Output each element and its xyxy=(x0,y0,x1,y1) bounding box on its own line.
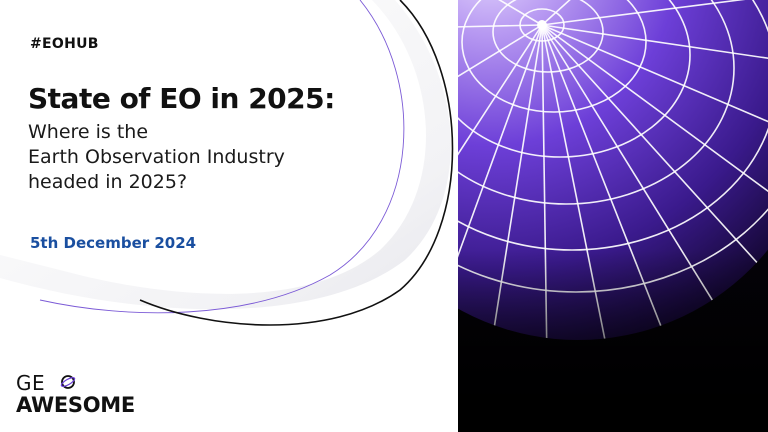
wireframe-globe-icon xyxy=(458,0,768,432)
subtitle-line: Earth Observation Industry xyxy=(28,146,285,168)
hashtag-label: #EOHUB xyxy=(30,36,99,52)
page-subtitle: Where is the Earth Observation Industry … xyxy=(28,120,448,195)
globe-image-panel xyxy=(458,0,768,432)
subtitle-line: Where is the xyxy=(28,121,149,143)
logo-text-geo: GE xyxy=(16,371,46,395)
event-date: 5th December 2024 xyxy=(30,234,197,252)
page-title: State of EO in 2025: xyxy=(28,82,335,115)
logo-text-awesome: AWESOME xyxy=(16,393,135,417)
geoawesome-logo: GE AWESOME xyxy=(16,371,176,421)
subtitle-line: headed in 2025? xyxy=(28,171,188,193)
orbit-ring-icon xyxy=(60,375,76,389)
